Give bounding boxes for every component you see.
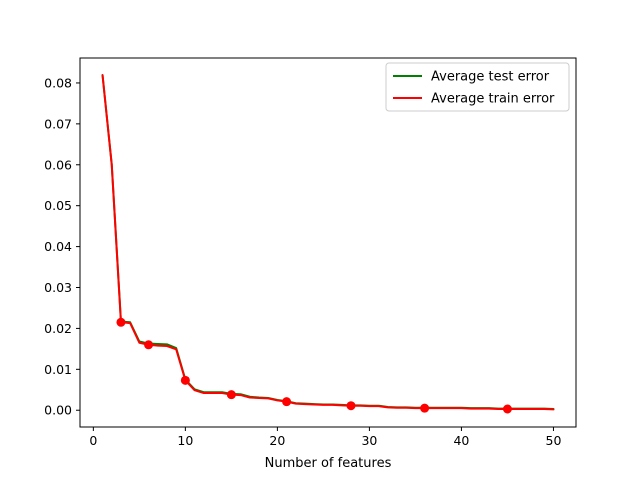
marker-point — [346, 401, 356, 411]
y-tick-label: 0.06 — [44, 157, 72, 172]
legend-label-train: Average train error — [431, 92, 555, 107]
plot-markers — [116, 317, 512, 414]
legend-box — [385, 62, 570, 112]
y-axis-ticks: 0.00 0.01 0.02 0.03 0.04 0.05 0.06 0.07 0.08 — [44, 75, 80, 418]
x-tick-label: 10 — [177, 433, 193, 448]
series-line-1 — [101, 74, 555, 411]
y-tick-label: 0.00 — [44, 403, 72, 418]
marker-point — [226, 390, 236, 400]
x-tick-label: 50 — [546, 433, 562, 448]
marker-point — [282, 397, 292, 407]
x-tick-label: 40 — [453, 433, 469, 448]
marker-point — [502, 404, 512, 414]
marker-point — [144, 340, 154, 350]
y-tick-label: 0.03 — [44, 280, 72, 295]
marker-point — [180, 375, 190, 385]
x-tick-label: 20 — [269, 433, 285, 448]
y-tick-label: 0.07 — [44, 116, 72, 131]
y-tick-label: 0.08 — [44, 75, 72, 90]
x-axis-ticks: 0 10 20 30 40 50 — [89, 427, 561, 448]
x-tick-label: 30 — [361, 433, 377, 448]
plot-lines — [101, 74, 555, 411]
marker-point — [116, 317, 126, 327]
marker-point — [420, 403, 430, 413]
y-tick-label: 0.04 — [44, 239, 72, 254]
legend-label-test: Average test error — [431, 70, 550, 85]
axes-frame — [79, 57, 577, 428]
y-tick-label: 0.02 — [44, 321, 72, 336]
x-tick-label: 0 — [89, 433, 97, 448]
x-axis-label: Number of features — [265, 456, 392, 471]
y-tick-label: 0.01 — [44, 362, 72, 377]
legend: Average test error Average train error — [385, 62, 570, 112]
y-tick-label: 0.05 — [44, 198, 72, 213]
